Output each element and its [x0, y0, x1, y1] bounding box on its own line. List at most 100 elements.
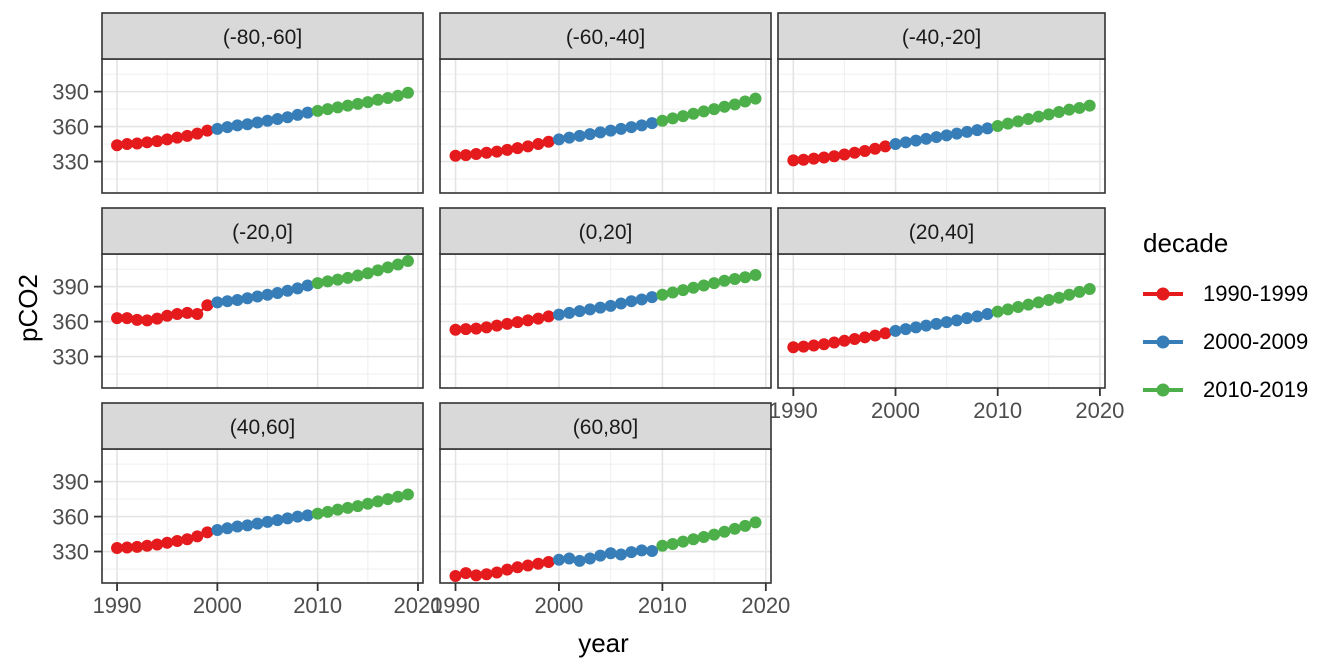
data-point — [961, 312, 974, 325]
data-point — [181, 306, 194, 319]
data-point — [241, 519, 254, 532]
legend-entry-2000-2009: 2000-2009 — [1143, 329, 1309, 354]
data-point — [311, 104, 324, 117]
x-tick-label: 2010 — [638, 593, 687, 618]
data-point — [321, 505, 334, 518]
facet-strip — [439, 12, 772, 60]
data-point — [211, 122, 224, 135]
data-point — [271, 287, 284, 300]
data-point — [231, 294, 244, 307]
data-point — [625, 546, 638, 559]
data-point — [677, 110, 690, 123]
facet-strip-label: (40,60] — [230, 416, 295, 439]
data-point — [341, 271, 354, 284]
data-point — [381, 493, 394, 506]
data-point — [697, 279, 710, 292]
data-point — [708, 277, 721, 290]
data-point — [251, 116, 264, 129]
data-point — [739, 271, 752, 284]
data-point — [920, 132, 933, 145]
data-point — [191, 127, 204, 140]
data-point — [573, 305, 586, 318]
data-point — [950, 314, 963, 327]
data-point — [161, 536, 174, 549]
y-axis-title: pCO2 — [13, 274, 43, 342]
data-point — [666, 112, 679, 125]
x-tick-label: 1990 — [93, 593, 142, 618]
data-point — [221, 295, 234, 308]
y-tick-label: 390 — [52, 470, 89, 495]
facet-strip — [101, 402, 424, 450]
facet-strip-label: (-20,0] — [232, 221, 293, 244]
legend: decade 1990-1999 2000-2009 2010-2019 — [1143, 228, 1308, 426]
y-tick-label: 330 — [52, 345, 89, 370]
x-tick-label: 2020 — [394, 593, 443, 618]
data-point — [490, 319, 503, 332]
x-tick-label: 2000 — [534, 593, 583, 618]
data-point — [838, 334, 851, 347]
data-point — [151, 538, 164, 551]
data-point — [480, 568, 493, 581]
data-point — [1001, 117, 1014, 130]
data-point — [241, 118, 254, 131]
data-point — [1053, 106, 1066, 119]
data-point — [391, 89, 404, 102]
data-point — [889, 138, 902, 151]
data-point — [848, 333, 861, 346]
data-point — [381, 261, 394, 274]
data-point — [971, 124, 984, 137]
facet-(-60,-40]: (-60,-40] — [439, 12, 772, 194]
data-point — [817, 338, 830, 351]
data-point — [797, 153, 810, 166]
data-point — [615, 297, 628, 310]
data-point — [687, 107, 700, 120]
data-point — [351, 500, 364, 513]
data-point — [728, 98, 741, 111]
data-point — [321, 103, 334, 116]
x-tick-label: 2020 — [741, 593, 790, 618]
data-point — [381, 92, 394, 105]
data-point — [281, 111, 294, 124]
data-point — [221, 121, 234, 134]
data-point — [718, 525, 731, 538]
legend-entry-2010-2019: 2010-2019 — [1143, 377, 1308, 402]
legend-entry-label: 2000-2009 — [1203, 329, 1309, 354]
data-point — [331, 101, 344, 114]
data-point — [718, 274, 731, 287]
data-point — [131, 137, 144, 150]
data-point — [542, 310, 555, 323]
legend-key-line-dot — [1143, 382, 1183, 398]
data-point — [739, 95, 752, 108]
data-point — [869, 142, 882, 155]
data-point — [807, 152, 820, 165]
data-point — [311, 507, 324, 520]
data-point — [341, 99, 354, 112]
data-point — [511, 316, 524, 329]
data-point — [511, 142, 524, 155]
data-point — [1063, 288, 1076, 301]
data-point — [604, 299, 617, 312]
data-point — [201, 526, 214, 539]
data-point — [787, 341, 800, 354]
data-point — [687, 281, 700, 294]
data-point — [666, 537, 679, 550]
legend-entry-label: 1990-1999 — [1203, 281, 1309, 306]
data-point — [480, 146, 493, 159]
facet-(-80,-60]: (-80,-60] 330 360 390 — [52, 12, 424, 194]
data-point — [251, 517, 264, 530]
data-point — [1063, 103, 1076, 116]
data-point — [909, 321, 922, 334]
data-point — [728, 522, 741, 535]
data-point — [625, 295, 638, 308]
data-point — [563, 306, 576, 319]
data-point — [635, 119, 648, 132]
data-point — [121, 312, 134, 325]
data-point — [311, 277, 324, 290]
data-point — [470, 322, 483, 335]
data-point — [573, 554, 586, 567]
data-point — [920, 319, 933, 332]
data-point — [635, 544, 648, 557]
data-point — [739, 519, 752, 532]
data-point — [291, 108, 304, 121]
data-point — [261, 288, 274, 301]
